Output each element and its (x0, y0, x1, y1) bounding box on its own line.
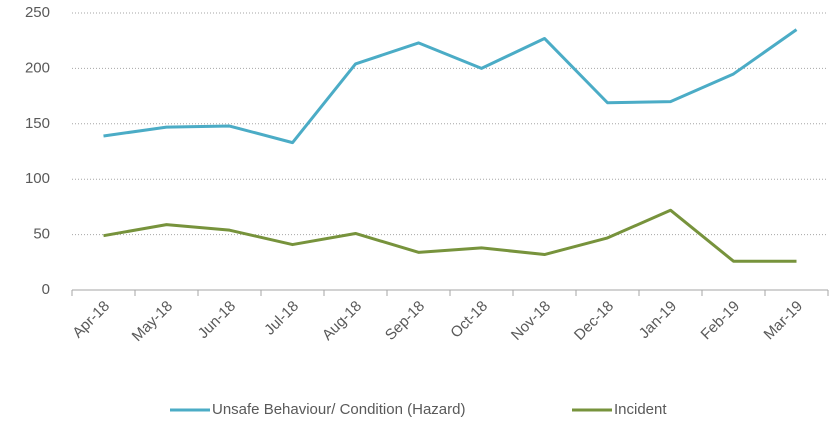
line-series (103, 208, 797, 263)
line-series (103, 28, 798, 145)
x-tick-label: Aug-18 (319, 298, 365, 344)
x-tick-label: Oct-18 (447, 298, 491, 342)
x-tick-label: May-18 (129, 298, 176, 345)
y-tick-label: 100 (25, 170, 50, 187)
x-tick-label: Mar-19 (761, 298, 807, 344)
x-tick-label: Dec-18 (571, 298, 617, 344)
x-tick-label: Jun-18 (195, 298, 239, 342)
x-tick-label: Nov-18 (508, 298, 554, 344)
x-tick-label: Jul-18 (261, 298, 302, 339)
y-tick-label: 0 (42, 281, 50, 298)
legend-label: Incident (614, 401, 667, 418)
x-tick-label: Jan-19 (636, 298, 680, 342)
x-tick-label: Sep-18 (382, 298, 428, 344)
legend-label: Unsafe Behaviour/ Condition (Hazard) (212, 401, 465, 418)
y-tick-label: 200 (25, 59, 50, 76)
y-tick-label: 50 (33, 226, 50, 243)
y-tick-label: 150 (25, 115, 50, 132)
y-tick-label: 250 (25, 4, 50, 21)
x-tick-label: Feb-19 (698, 298, 744, 344)
x-tick-label: Apr-18 (69, 298, 113, 342)
